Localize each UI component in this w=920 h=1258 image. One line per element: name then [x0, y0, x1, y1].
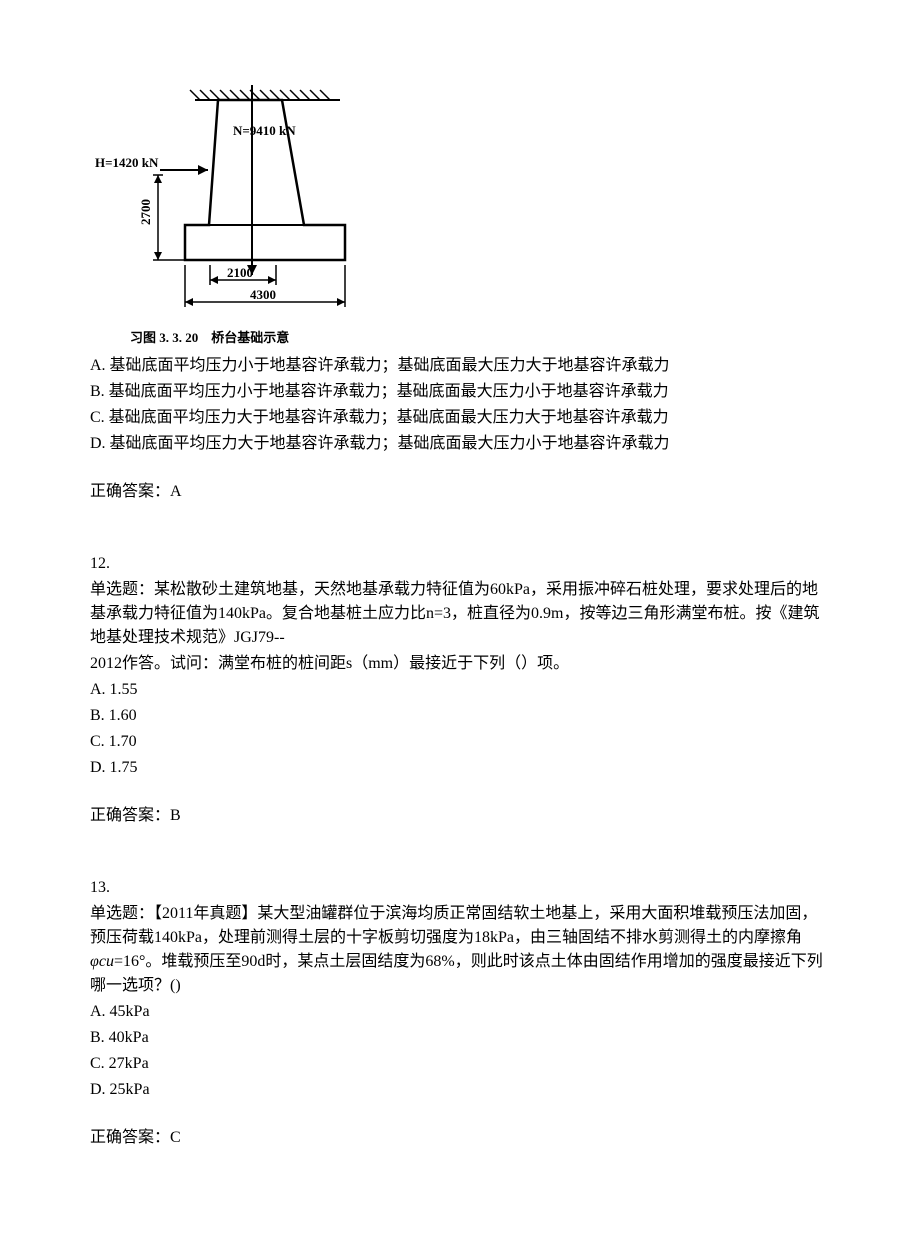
q11-option-b: B. 基础底面平均压力小于地基容许承载力；基础底面最大压力小于地基容许承载力 [90, 380, 830, 404]
q12-option-c: C. 1.70 [90, 730, 830, 754]
q13-option-a: A. 45kPa [90, 1000, 830, 1024]
phi-symbol: φcu [90, 953, 114, 970]
q13-body: 单选题：【2011年真题】某大型油罐群位于滨海均质正常固结软土地基上，采用大面积… [90, 902, 830, 998]
q12-body: 单选题：某松散砂土建筑地基，天然地基承载力特征值为60kPa，采用振冲碎石桩处理… [90, 578, 830, 650]
bridge-foundation-diagram: H=1420 kN N=9410 kN 2700 2100 4300 [90, 80, 830, 320]
q12-body-line1: 某松散砂土建筑地基，天然地基承载力特征值为60kPa，采用振冲碎石桩处理，要求处… [90, 581, 819, 646]
q13-prefix: 单选题： [90, 905, 154, 922]
q11-option-d: D. 基础底面平均压力大于地基容许承载力；基础底面最大压力小于地基容许承载力 [90, 432, 830, 456]
q12-option-d: D. 1.75 [90, 756, 830, 780]
n-label: N=9410 kN [233, 123, 296, 138]
dim-inner-width: 2100 [227, 265, 253, 280]
dim-outer-width: 4300 [250, 287, 276, 302]
q13-option-c: C. 27kPa [90, 1052, 830, 1076]
q12-body-line2: 2012作答。试问：满堂布桩的桩间距s（mm）最接近于下列（）项。 [90, 652, 830, 676]
q12-number: 12. [90, 552, 830, 576]
h-label: H=1420 kN [95, 155, 159, 170]
q12-option-b: B. 1.60 [90, 704, 830, 728]
q13-answer: 正确答案：C [90, 1126, 830, 1150]
diagram-caption: 习图 3. 3. 20 桥台基础示意 [130, 328, 830, 348]
q13-option-d: D. 25kPa [90, 1078, 830, 1102]
q12-answer: 正确答案：B [90, 804, 830, 828]
q11-answer: 正确答案：A [90, 480, 830, 504]
q13-body-part1: 【2011年真题】某大型油罐群位于滨海均质正常固结软土地基上，采用大面积堆载预压… [90, 905, 817, 946]
dim-height: 2700 [138, 199, 153, 225]
q12-prefix: 单选题： [90, 581, 154, 598]
diagram-svg: H=1420 kN N=9410 kN 2700 2100 4300 [90, 80, 390, 320]
q11-option-c: C. 基础底面平均压力大于地基容许承载力；基础底面最大压力大于地基容许承载力 [90, 406, 830, 430]
q13-body-part2: =16°。堆载预压至90d时，某点土层固结度为68%，则此时该点土体由固结作用增… [90, 953, 823, 994]
q12-option-a: A. 1.55 [90, 678, 830, 702]
q11-option-a: A. 基础底面平均压力小于地基容许承载力；基础底面最大压力大于地基容许承载力 [90, 354, 830, 378]
q13-number: 13. [90, 876, 830, 900]
q13-option-b: B. 40kPa [90, 1026, 830, 1050]
